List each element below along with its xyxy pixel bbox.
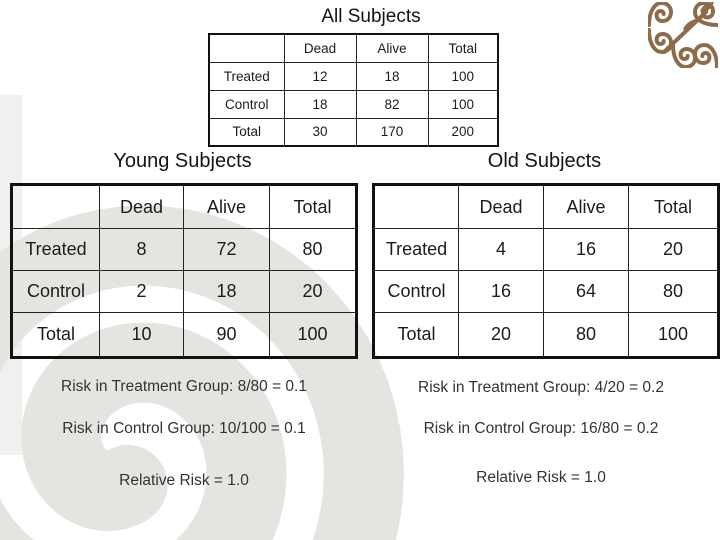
table-row: Control 2 18 20	[11, 270, 357, 313]
ornament-stem	[662, 10, 708, 54]
table-header-row: Dead Alive Total	[373, 184, 719, 229]
old-subjects-title: Old Subjects	[487, 150, 602, 172]
column-header-dead: Dead	[99, 184, 184, 229]
old-treatment-risk-text: Risk in Treatment Group: 4/20 = 0.2	[418, 379, 664, 396]
table-row: Control 18 82 100	[208, 89, 499, 119]
table-cell: 200	[427, 117, 499, 147]
row-label: Control	[208, 89, 285, 119]
all-subjects-title: All Subjects	[321, 6, 421, 27]
row-label: Total	[373, 312, 459, 358]
table-cell: 100	[427, 61, 499, 91]
table-cell: 10	[99, 312, 184, 358]
table-header-row: Dead Alive Total	[208, 33, 499, 63]
old-relative-risk-text: Relative Risk = 1.0	[476, 469, 606, 486]
table-row: Treated 8 72 80	[11, 228, 357, 271]
leaf-icon	[683, 19, 696, 32]
table-cell: 100	[427, 89, 499, 119]
spiral-curl-icon	[671, 43, 697, 68]
old-subjects-table: Dead Alive Total Treated 4 16 20 Control…	[372, 183, 720, 359]
row-label: Control	[11, 270, 100, 313]
table-row: Total 30 170 200	[208, 117, 499, 147]
row-label: Treated	[11, 228, 100, 271]
table-cell: 20	[269, 270, 357, 313]
table-cell: 80	[543, 312, 629, 358]
table-cell: 18	[183, 270, 270, 313]
column-header-alive: Alive	[183, 184, 270, 229]
table-cell: 2	[99, 270, 184, 313]
table-cell: 20	[458, 312, 544, 358]
ornament-curls	[648, 2, 718, 68]
spiral-curl-icon	[693, 43, 718, 68]
column-header-dead: Dead	[283, 33, 357, 63]
old-control-risk-text: Risk in Control Group: 16/80 = 0.2	[423, 420, 659, 437]
row-label: Control	[373, 270, 459, 313]
young-subjects-table: Dead Alive Total Treated 8 72 80 Control…	[10, 183, 358, 359]
table-cell: 90	[183, 312, 270, 358]
young-relative-risk-text: Relative Risk = 1.0	[119, 472, 249, 489]
table-cell: 18	[283, 89, 357, 119]
table-header-row: Dead Alive Total	[11, 184, 357, 229]
column-header-total: Total	[427, 33, 499, 63]
young-treatment-risk-text: Risk in Treatment Group: 8/80 = 0.1	[61, 378, 307, 395]
corner-cell	[11, 184, 100, 229]
spiral-watermark-path	[0, 205, 404, 540]
table-cell: 4	[458, 228, 544, 271]
row-label: Treated	[208, 61, 285, 91]
table-cell: 16	[543, 228, 629, 271]
column-header-total: Total	[628, 184, 719, 229]
all-subjects-table: Dead Alive Total Treated 12 18 100 Contr…	[208, 33, 499, 147]
table-cell: 12	[283, 61, 357, 91]
column-header-total: Total	[269, 184, 357, 229]
young-control-risk-text: Risk in Control Group: 10/100 = 0.1	[62, 420, 306, 437]
corner-cell	[373, 184, 459, 229]
corner-cell	[208, 33, 285, 63]
row-label: Total	[11, 312, 100, 358]
young-subjects-title: Young Subjects	[113, 150, 252, 172]
table-cell: 100	[269, 312, 357, 358]
column-header-alive: Alive	[543, 184, 629, 229]
table-row: Total 20 80 100	[373, 312, 719, 358]
table-row: Total 10 90 100	[11, 312, 357, 358]
column-header-dead: Dead	[458, 184, 544, 229]
table-cell: 18	[355, 61, 429, 91]
table-cell: 72	[183, 228, 270, 271]
ornament-logo	[648, 2, 718, 68]
table-cell: 80	[269, 228, 357, 271]
table-cell: 100	[628, 312, 719, 358]
leaf-icon	[700, 2, 714, 14]
table-cell: 64	[543, 270, 629, 313]
table-row: Control 16 64 80	[373, 270, 719, 313]
spiral-curl-icon	[648, 2, 673, 27]
table-cell: 170	[355, 117, 429, 147]
table-cell: 80	[628, 270, 719, 313]
column-header-alive: Alive	[355, 33, 429, 63]
row-label: Total	[208, 117, 285, 147]
ornament-leaves	[683, 2, 714, 32]
table-row: Treated 12 18 100	[208, 61, 499, 91]
table-cell: 8	[99, 228, 184, 271]
row-label: Treated	[373, 228, 459, 271]
table-cell: 30	[283, 117, 357, 147]
table-row: Treated 4 16 20	[373, 228, 719, 271]
table-cell: 82	[355, 89, 429, 119]
table-cell: 16	[458, 270, 544, 313]
table-cell: 20	[628, 228, 719, 271]
